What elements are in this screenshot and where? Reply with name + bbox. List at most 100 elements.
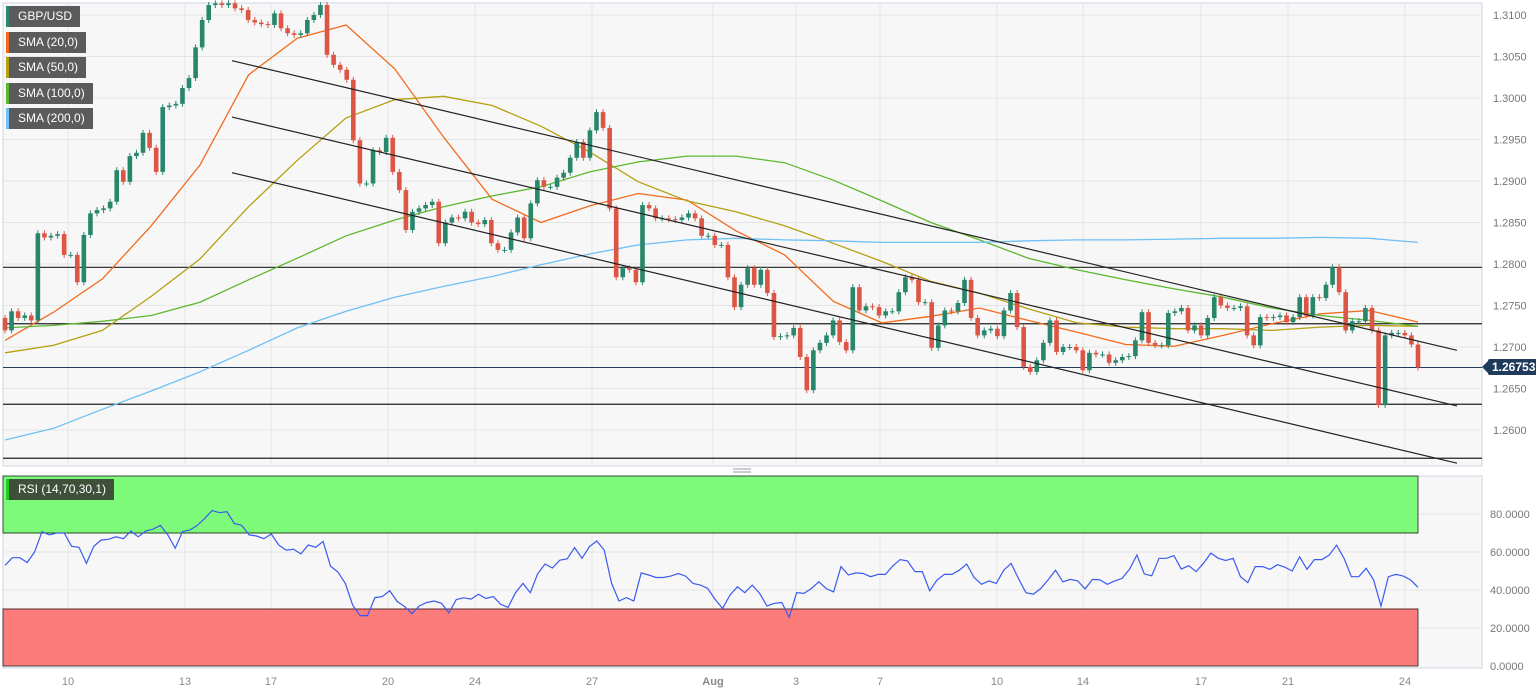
oversold-zone [2,608,1419,667]
candle-body [1369,307,1375,331]
legend-sma50[interactable]: SMA (50,0) [6,57,87,78]
candle-body [114,170,120,202]
candle [383,134,389,155]
candle [1356,318,1362,325]
candle [213,0,218,9]
legend-rsi[interactable]: RSI (14,70,30,1) [6,479,115,500]
candle [410,208,415,233]
candle-body [1231,307,1237,309]
rsi-tick-label: 40.0000 [1490,585,1530,597]
candle-body [751,268,757,285]
price-tick-label: 1.3100 [1493,10,1527,22]
candle-body [193,47,198,79]
candle-body [1198,325,1204,336]
candle [1106,351,1112,366]
candle [535,177,540,207]
candle [850,284,856,354]
candle-body [167,105,172,108]
candle [1277,312,1283,321]
candle [2,314,8,334]
candle [252,16,258,26]
candle-body [226,3,231,6]
candle [942,307,948,329]
pane-resize-handle[interactable] [733,468,751,473]
legend-symbol[interactable]: GBP/USD [6,6,81,27]
candle-body [1303,297,1309,316]
price-tick-label: 1.2950 [1493,135,1527,147]
channel-trendline[interactable] [231,60,1458,351]
candle [1323,281,1329,302]
candle-body [1021,327,1026,367]
candle [337,61,343,73]
candle-body [1133,340,1138,357]
candle-body [528,203,534,239]
candle [837,317,842,346]
candle-body [1041,342,1046,361]
candle [9,308,14,334]
candle [548,183,553,190]
candle-body [377,150,382,152]
candle-body [1087,352,1092,371]
candle-body [600,112,606,128]
candle-body [719,244,724,246]
candle-body [962,279,967,304]
candle [1067,344,1072,350]
candle-body [120,170,126,182]
candle-body [265,24,271,26]
candle [1402,329,1408,339]
candle [1133,337,1138,360]
candle-body [640,205,645,283]
candle [1389,329,1395,339]
candle-body [929,302,934,348]
rsi-tick-label: 20.0000 [1490,623,1530,635]
candle-body [153,147,159,172]
date-tick-label: 17 [265,676,277,688]
candle [1008,290,1013,314]
current-price-badge: 1.26753 [1481,359,1536,375]
legend-sma100[interactable]: SMA (100,0) [6,83,93,104]
candle-body [456,217,461,219]
candle [291,30,297,38]
candle [1034,357,1040,375]
candle [331,51,336,68]
candle [719,241,724,248]
candle-body [28,315,34,321]
candle-body [1179,307,1184,312]
candle [1251,332,1256,349]
candle-body [587,130,593,158]
candle [791,324,796,339]
legend-sma20[interactable]: SMA (20,0) [6,32,87,53]
candle [889,308,895,315]
candle [403,187,409,233]
channel-trendline[interactable] [231,172,1458,464]
candle-body [1257,317,1263,346]
candle-body [1317,297,1322,299]
candle-body [239,8,244,11]
candle [120,167,126,185]
candle-body [817,342,823,351]
legend-sma200[interactable]: SMA (200,0) [6,108,93,129]
candle-body [548,186,553,188]
candle [857,284,862,314]
candle [305,16,310,37]
moving-averages [4,24,1419,441]
candle [771,290,777,341]
price-tick-label: 1.3050 [1493,52,1527,64]
candle-body [909,277,915,280]
candle [1225,302,1230,311]
candle [758,266,764,288]
candle [1198,322,1204,339]
candle [206,2,212,23]
candle-body [554,177,560,187]
candle-body [1106,354,1112,363]
channel-trendline[interactable] [231,116,1458,407]
rsi-series [4,509,1419,620]
candle-body [995,328,1000,337]
candle-body [357,140,363,184]
candle [1317,294,1322,302]
candle-body [738,284,744,308]
candle [679,214,685,224]
candle [364,180,369,187]
candle [830,317,836,339]
